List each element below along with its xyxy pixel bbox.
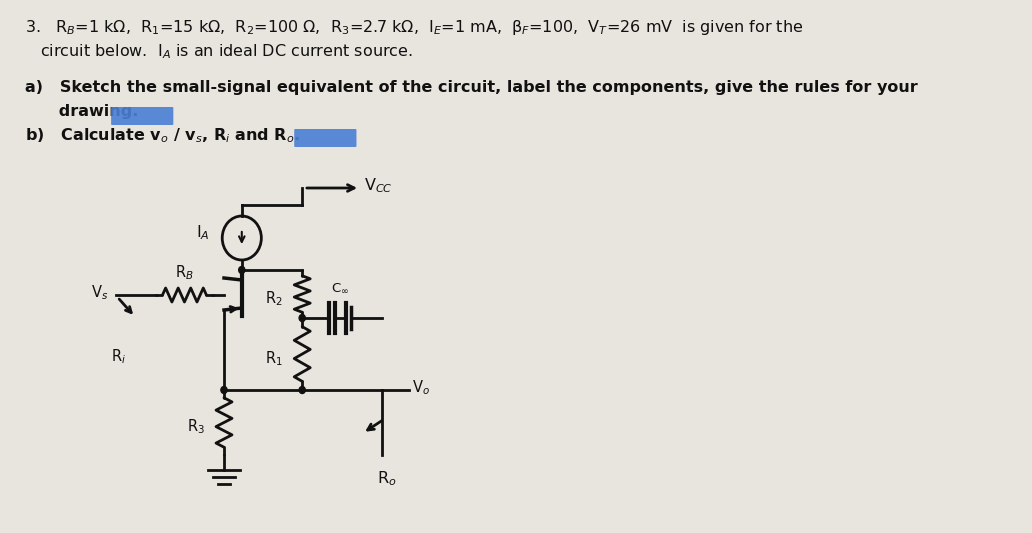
Text: R$_2$: R$_2$ <box>265 289 283 309</box>
Circle shape <box>221 386 227 393</box>
Text: R$_B$: R$_B$ <box>174 263 193 282</box>
Text: I$_A$: I$_A$ <box>195 224 209 243</box>
Text: b)   Calculate v$_{o}$ / v$_{s}$, R$_{i}$ and R$_{o}$.: b) Calculate v$_{o}$ / v$_{s}$, R$_{i}$ … <box>25 126 300 144</box>
Text: R$_1$: R$_1$ <box>265 350 283 368</box>
Text: C$_{\infty}$: C$_{\infty}$ <box>330 282 349 295</box>
Text: drawing.: drawing. <box>25 104 138 119</box>
FancyBboxPatch shape <box>111 107 173 125</box>
Text: V$_o$: V$_o$ <box>413 378 430 397</box>
Text: R$_o$: R$_o$ <box>377 469 396 488</box>
Text: V$_{CC}$: V$_{CC}$ <box>364 176 393 196</box>
Circle shape <box>299 386 305 393</box>
Circle shape <box>238 266 245 273</box>
Text: 3.   R$_{B}$=1 kΩ,  R$_{1}$=15 kΩ,  R$_{2}$=100 Ω,  R$_{3}$=2.7 kΩ,  I$_{E}$=1 m: 3. R$_{B}$=1 kΩ, R$_{1}$=15 kΩ, R$_{2}$=… <box>25 18 803 37</box>
Text: a)   Sketch the small-signal equivalent of the circuit, label the components, gi: a) Sketch the small-signal equivalent of… <box>25 80 917 95</box>
Text: R$_i$: R$_i$ <box>111 347 126 366</box>
Text: R$_3$: R$_3$ <box>187 418 204 437</box>
Text: V$_s$: V$_s$ <box>91 284 108 302</box>
Circle shape <box>299 314 305 321</box>
FancyBboxPatch shape <box>294 129 356 147</box>
Text: circuit below.  I$_{A}$ is an ideal DC current source.: circuit below. I$_{A}$ is an ideal DC cu… <box>40 42 413 61</box>
